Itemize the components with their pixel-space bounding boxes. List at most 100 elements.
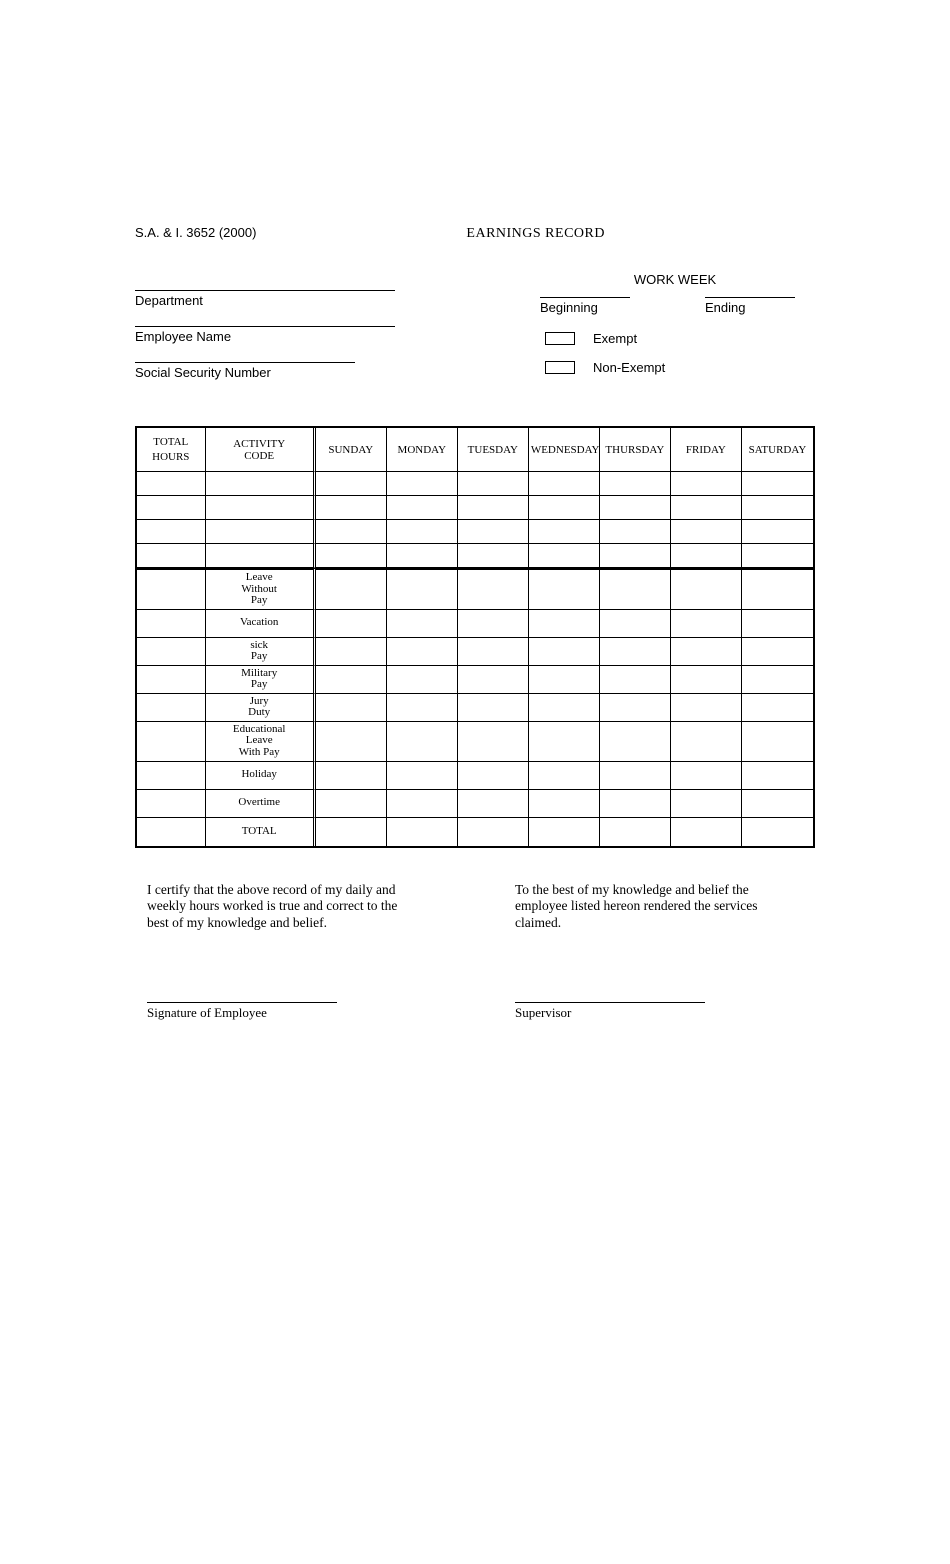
- cell[interactable]: [529, 520, 600, 544]
- cell[interactable]: [316, 762, 387, 790]
- cell[interactable]: [742, 520, 813, 544]
- cell[interactable]: [387, 722, 458, 762]
- cell[interactable]: [316, 818, 387, 846]
- cell[interactable]: [742, 818, 813, 846]
- cell[interactable]: [671, 568, 742, 610]
- cell[interactable]: [600, 762, 671, 790]
- supervisor-signature-line[interactable]: Supervisor: [515, 1002, 705, 1021]
- cell[interactable]: [529, 544, 600, 568]
- cell[interactable]: [742, 722, 813, 762]
- cell[interactable]: [137, 762, 206, 790]
- cell[interactable]: [742, 496, 813, 520]
- cell[interactable]: [458, 666, 529, 694]
- cell[interactable]: [316, 722, 387, 762]
- cell[interactable]: [671, 520, 742, 544]
- cell[interactable]: [316, 666, 387, 694]
- cell[interactable]: [137, 694, 206, 722]
- cell[interactable]: [458, 638, 529, 666]
- cell[interactable]: [600, 520, 671, 544]
- ssn-field[interactable]: Social Security Number: [135, 362, 355, 380]
- cell[interactable]: [316, 610, 387, 638]
- cell[interactable]: [742, 568, 813, 610]
- cell[interactable]: [458, 790, 529, 818]
- cell[interactable]: [600, 496, 671, 520]
- cell[interactable]: [316, 496, 387, 520]
- employee-name-field[interactable]: Employee Name: [135, 326, 395, 344]
- cell[interactable]: [206, 520, 316, 544]
- cell[interactable]: [529, 638, 600, 666]
- cell[interactable]: [458, 544, 529, 568]
- cell[interactable]: [206, 544, 316, 568]
- cell[interactable]: [600, 722, 671, 762]
- cell[interactable]: [742, 610, 813, 638]
- cell[interactable]: [600, 568, 671, 610]
- cell[interactable]: [671, 544, 742, 568]
- cell[interactable]: [671, 694, 742, 722]
- cell[interactable]: [458, 818, 529, 846]
- cell[interactable]: [137, 544, 206, 568]
- department-field[interactable]: Department: [135, 290, 395, 308]
- cell[interactable]: [137, 520, 206, 544]
- cell[interactable]: [387, 762, 458, 790]
- cell[interactable]: [458, 694, 529, 722]
- cell[interactable]: [742, 472, 813, 496]
- cell[interactable]: [458, 472, 529, 496]
- cell[interactable]: [671, 762, 742, 790]
- cell[interactable]: [206, 472, 316, 496]
- cell[interactable]: [137, 568, 206, 610]
- cell[interactable]: [742, 544, 813, 568]
- cell[interactable]: [316, 694, 387, 722]
- cell[interactable]: [600, 790, 671, 818]
- cell[interactable]: [742, 694, 813, 722]
- cell[interactable]: [671, 638, 742, 666]
- cell[interactable]: [529, 568, 600, 610]
- ending-field[interactable]: Ending: [705, 297, 795, 315]
- cell[interactable]: [600, 544, 671, 568]
- cell[interactable]: [742, 638, 813, 666]
- cell[interactable]: [458, 610, 529, 638]
- cell[interactable]: [387, 790, 458, 818]
- cell[interactable]: [387, 666, 458, 694]
- cell[interactable]: [206, 496, 316, 520]
- cell[interactable]: [671, 666, 742, 694]
- cell[interactable]: [671, 722, 742, 762]
- cell[interactable]: [387, 568, 458, 610]
- cell[interactable]: [316, 472, 387, 496]
- cell[interactable]: [387, 638, 458, 666]
- cell[interactable]: [600, 818, 671, 846]
- cell[interactable]: [137, 790, 206, 818]
- non-exempt-checkbox[interactable]: [545, 361, 575, 374]
- cell[interactable]: [742, 790, 813, 818]
- cell[interactable]: [600, 472, 671, 496]
- cell[interactable]: [458, 722, 529, 762]
- cell[interactable]: [316, 638, 387, 666]
- cell[interactable]: [137, 472, 206, 496]
- cell[interactable]: [137, 666, 206, 694]
- cell[interactable]: [458, 520, 529, 544]
- cell[interactable]: [600, 610, 671, 638]
- cell[interactable]: [671, 472, 742, 496]
- cell[interactable]: [387, 610, 458, 638]
- cell[interactable]: [316, 520, 387, 544]
- cell[interactable]: [458, 496, 529, 520]
- cell[interactable]: [137, 638, 206, 666]
- cell[interactable]: [600, 666, 671, 694]
- cell[interactable]: [387, 472, 458, 496]
- cell[interactable]: [529, 610, 600, 638]
- cell[interactable]: [137, 722, 206, 762]
- cell[interactable]: [529, 722, 600, 762]
- cell[interactable]: [387, 520, 458, 544]
- cell[interactable]: [671, 610, 742, 638]
- cell[interactable]: [742, 666, 813, 694]
- cell[interactable]: [529, 790, 600, 818]
- cell[interactable]: [671, 790, 742, 818]
- cell[interactable]: [600, 694, 671, 722]
- cell[interactable]: [458, 568, 529, 610]
- cell[interactable]: [529, 694, 600, 722]
- beginning-field[interactable]: Beginning: [540, 297, 630, 315]
- cell[interactable]: [671, 496, 742, 520]
- cell[interactable]: [529, 496, 600, 520]
- exempt-checkbox[interactable]: [545, 332, 575, 345]
- cell[interactable]: [316, 544, 387, 568]
- cell[interactable]: [137, 610, 206, 638]
